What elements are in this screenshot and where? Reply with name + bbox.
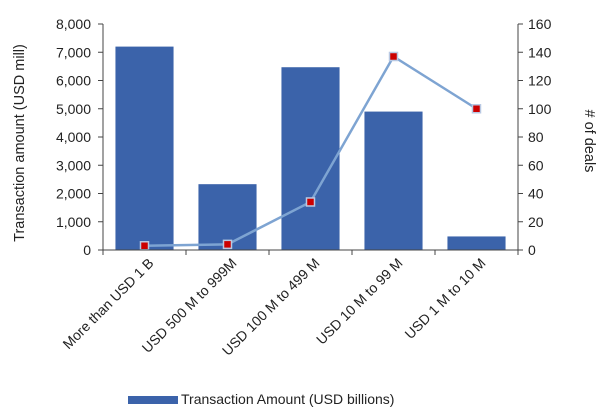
bar xyxy=(447,236,506,250)
bars xyxy=(115,46,506,250)
right-tick-label: 120 xyxy=(528,73,552,89)
left-tick-label: 2,000 xyxy=(56,186,91,202)
right-tick-label: 160 xyxy=(528,16,552,32)
left-tick-label: 8,000 xyxy=(56,16,91,32)
right-tick-label: 100 xyxy=(528,101,552,117)
left-axis-ticks: 0 1,000 2,000 3,000 4,000 5,000 6,000 7,000 8,00… xyxy=(56,16,103,258)
category-label: USD 10 M to 99 M xyxy=(313,255,406,348)
right-tick-label: 140 xyxy=(528,44,552,60)
left-axis-title: Transaction amount (USD mill) xyxy=(12,44,28,242)
legend: Transaction Amount (USD billions) xyxy=(128,391,394,407)
left-tick-label: 6,000 xyxy=(56,73,91,89)
bar xyxy=(364,111,423,250)
axis-titles: Transaction amount (USD mill) # of deals xyxy=(12,44,597,242)
bar xyxy=(281,67,340,250)
left-tick-label: 4,000 xyxy=(56,129,91,145)
deals-point xyxy=(222,239,233,250)
right-tick-label: 40 xyxy=(528,186,544,202)
category-label: USD 1 M to 10 M xyxy=(401,255,488,342)
left-tick-label: 5,000 xyxy=(56,101,91,117)
bar xyxy=(115,46,174,250)
deals-point xyxy=(471,104,482,114)
deals-point xyxy=(388,51,399,62)
right-axis-title: # of deals xyxy=(581,110,597,173)
deals-point xyxy=(305,197,316,207)
right-axis-ticks: 0 20 40 60 80 100 120 140 160 xyxy=(518,16,552,258)
left-tick-label: 0 xyxy=(83,242,91,258)
deals-line-layer xyxy=(139,51,482,251)
left-tick-label: 7,000 xyxy=(56,44,91,60)
left-tick-label: 3,000 xyxy=(56,157,91,173)
legend-swatch xyxy=(128,396,178,404)
deals-point xyxy=(139,241,150,251)
left-tick-label: 1,000 xyxy=(56,214,91,230)
right-tick-label: 20 xyxy=(528,214,544,230)
category-label: More than USD 1 B xyxy=(59,255,156,352)
right-tick-label: 60 xyxy=(528,157,544,173)
legend-label: Transaction Amount (USD billions) xyxy=(181,391,394,407)
bar xyxy=(198,184,257,250)
right-tick-label: 80 xyxy=(528,129,544,145)
right-tick-label: 0 xyxy=(528,242,536,258)
axes xyxy=(102,24,519,251)
